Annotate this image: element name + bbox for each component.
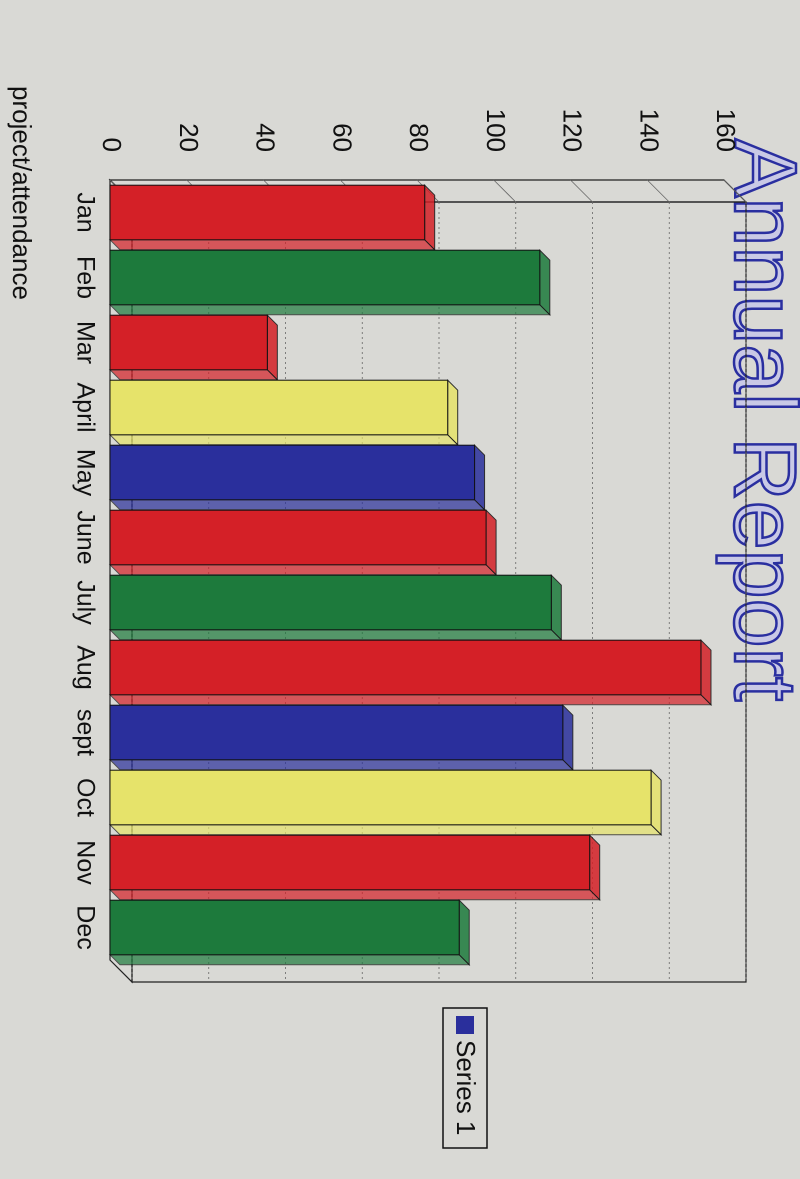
bar: [109, 639, 702, 696]
bar-side: [108, 564, 498, 576]
x-tick-label: Jan: [71, 192, 99, 232]
bar: [109, 899, 460, 956]
chart-title: Annual Report: [716, 139, 800, 702]
x-tick-label: Dec: [71, 905, 99, 949]
x-tick-label: April: [71, 382, 99, 432]
bar: [109, 444, 476, 501]
y-tick-label: 80: [404, 123, 434, 152]
bar-side: [108, 824, 663, 836]
x-tick-label: May: [71, 449, 99, 497]
bar-side: [108, 694, 713, 706]
bar-top: [589, 833, 601, 902]
legend-swatch: [456, 1016, 474, 1034]
grid-line-side: [570, 179, 593, 203]
bar-top: [539, 248, 551, 317]
bar-top: [266, 313, 278, 382]
bar-side: [108, 239, 436, 251]
x-tick-label: Feb: [71, 256, 99, 299]
bar-top: [458, 898, 470, 967]
x-tick-label: Nov: [71, 840, 99, 885]
legend-box: [442, 1007, 488, 1149]
y-tick-label: 160: [711, 109, 741, 152]
bar-top: [485, 508, 497, 577]
bar-side: [108, 629, 563, 641]
bar: [109, 769, 652, 826]
bar: [109, 704, 564, 761]
bar: [109, 249, 541, 306]
y-tick-label: 100: [481, 109, 511, 152]
bar-side: [108, 889, 601, 901]
bar-top: [650, 768, 662, 837]
grid-line-side: [646, 179, 670, 203]
bar: [109, 314, 268, 371]
bar-top: [562, 703, 574, 772]
bar: [109, 509, 487, 566]
bar-top: [700, 638, 712, 707]
bar-side: [108, 304, 552, 316]
bar-side: [108, 369, 279, 381]
y-tick-label: 20: [174, 123, 204, 152]
x-tick-label: Aug: [71, 645, 99, 689]
grid-line-side: [723, 179, 747, 203]
chart: Annual Report project/attendance 0 20 40 60…: [7, 86, 800, 1149]
bar: [109, 574, 552, 631]
x-tick-label: sept: [71, 709, 99, 756]
bar-top: [474, 443, 486, 512]
y-tick-label: 0: [97, 138, 127, 152]
y-tick-label: 120: [558, 109, 588, 152]
bar: [109, 834, 591, 891]
x-tick-label: Mar: [71, 321, 99, 364]
x-tick-label: June: [71, 510, 99, 564]
bar: [109, 184, 426, 241]
bar-top: [424, 183, 436, 252]
x-tick-label: Oct: [71, 778, 99, 817]
bar-side: [108, 499, 486, 511]
x-tick-label: July: [71, 580, 99, 625]
bar-top: [550, 573, 562, 642]
grid-line-side: [493, 179, 517, 203]
bar: [109, 379, 449, 436]
y-tick-label: 60: [327, 123, 357, 152]
y-tick-label: 40: [251, 123, 281, 152]
bar-side: [108, 954, 471, 966]
y-tick-label: 140: [634, 109, 664, 152]
bar-top: [447, 378, 459, 447]
footer: project/attendance: [7, 86, 37, 300]
bar-side: [108, 434, 459, 446]
legend-label: Series 1: [451, 1040, 481, 1135]
bar-side: [108, 759, 575, 771]
